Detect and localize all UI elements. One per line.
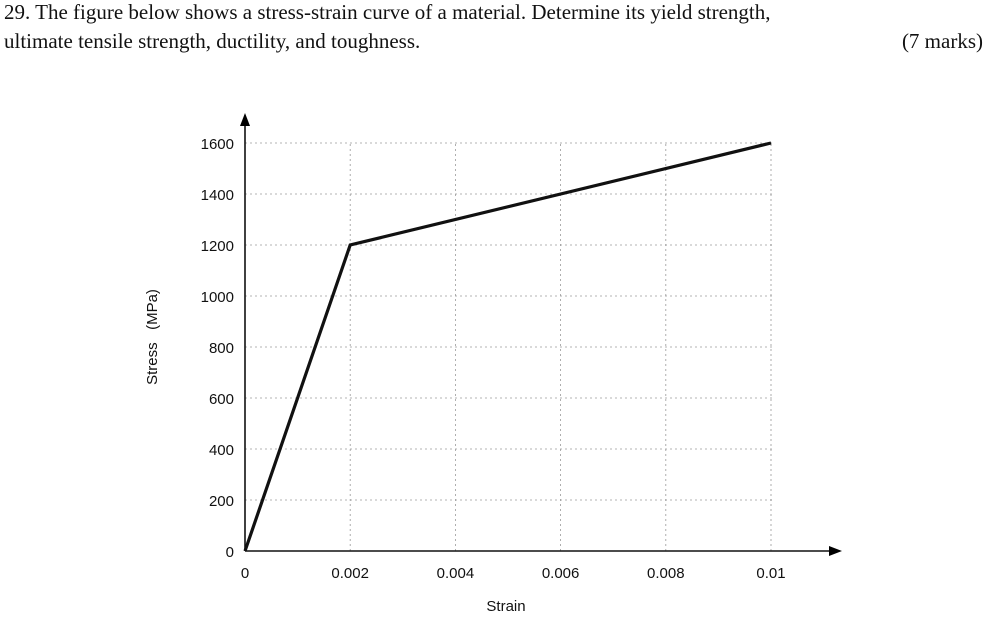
y-tick-label: 1200 bbox=[201, 238, 234, 255]
y-tick-label: 600 bbox=[209, 391, 234, 408]
question-marks: (7 marks) bbox=[901, 29, 983, 53]
y-tick-label: 1400 bbox=[201, 187, 234, 204]
x-tick-label: 0.008 bbox=[647, 565, 685, 582]
y-tick-label: 200 bbox=[209, 493, 234, 510]
x-tick-label: 0.01 bbox=[756, 565, 785, 582]
y-tick-label: 0 bbox=[226, 544, 234, 561]
x-tick-label: 0.004 bbox=[437, 565, 475, 582]
x-axis-label: Strain bbox=[486, 598, 525, 615]
question-text-line-1: 29. The figure below shows a stress-stra… bbox=[4, 0, 771, 24]
chart-grid bbox=[245, 142, 775, 551]
x-tick-label: 0 bbox=[241, 565, 249, 582]
chart-series bbox=[243, 141, 772, 552]
x-tick-label: 0.002 bbox=[331, 565, 369, 582]
chart-axes bbox=[240, 113, 842, 556]
x-tick-label: 0.006 bbox=[542, 565, 580, 582]
y-tick-label: 800 bbox=[209, 340, 234, 357]
chart-tick-labels: 0 200 400 600 800 1000 1200 1400 1600 0 0.002 0.004… bbox=[201, 136, 786, 582]
y-tick-label: 400 bbox=[209, 442, 234, 459]
y-tick-label: 1600 bbox=[201, 136, 234, 153]
y-axis-arrowhead bbox=[240, 113, 250, 126]
question-text-line-2: ultimate tensile strength, ductility, an… bbox=[4, 29, 421, 53]
x-axis-arrowhead bbox=[829, 546, 842, 556]
y-axis-label: Stress (MPa) bbox=[144, 289, 161, 385]
y-tick-label: 1000 bbox=[201, 289, 234, 306]
stress-strain-series-line bbox=[243, 141, 772, 552]
